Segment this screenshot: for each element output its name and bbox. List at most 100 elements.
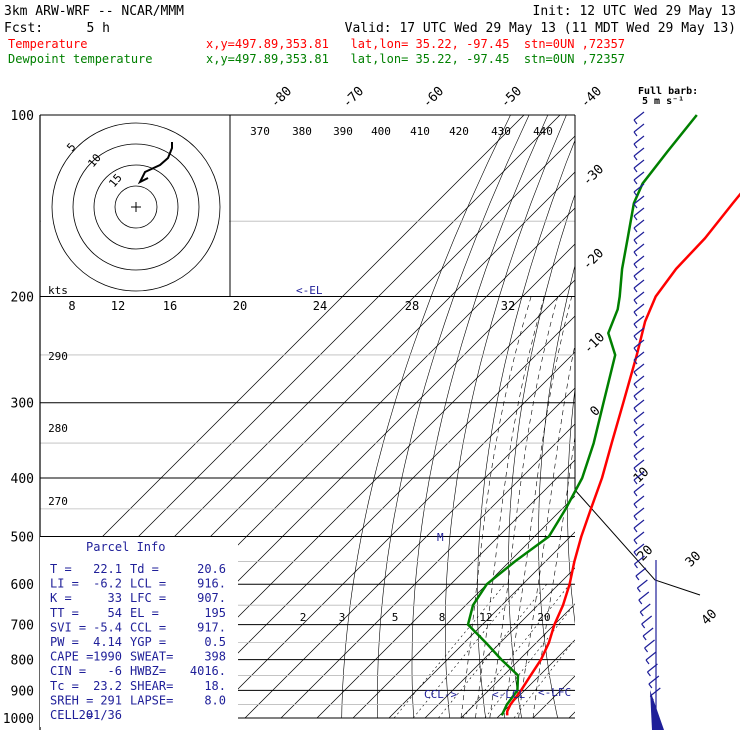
wind-barb-flag xyxy=(645,659,650,665)
wind-barbs xyxy=(633,111,664,730)
parcel-info-cell: 18. xyxy=(204,679,226,693)
parcel-info-cell: CELL = xyxy=(50,708,93,722)
isotherm-line xyxy=(244,387,575,719)
parcel-info-cell: CCL = xyxy=(130,620,166,634)
wind-barb-flag xyxy=(633,227,638,233)
m-marker: M xyxy=(437,531,444,544)
sounding-profiles xyxy=(466,114,740,716)
wind-barb-flag xyxy=(633,371,638,377)
hodograph-scale-label-16: 16 xyxy=(163,299,177,313)
model-title: 3km ARW-WRF -- NCAR/MMM xyxy=(4,4,184,19)
isotherm-line xyxy=(424,567,575,719)
parcel-info-cell: 1990 xyxy=(93,650,122,664)
parcel-info-cell: 23.2 xyxy=(93,679,122,693)
wind-barb xyxy=(633,291,645,301)
hodograph-ring xyxy=(51,122,221,292)
theta-left-label-290: 290 xyxy=(48,350,68,363)
parcel-info-cell: Tc = xyxy=(50,679,79,693)
wind-barb-flag xyxy=(633,407,638,413)
parcel-info-cell: Td = xyxy=(130,562,159,576)
theta-left-label-270: 270 xyxy=(48,495,68,508)
wind-barb xyxy=(633,231,645,241)
wind-barb-flag xyxy=(633,323,638,329)
lfc-marker: <-LFC xyxy=(538,686,571,699)
isotherm-line xyxy=(280,423,575,719)
wind-barb-flag xyxy=(633,347,638,353)
parcel-info-cell: CIN = xyxy=(50,664,86,678)
moist-adiabat-line xyxy=(475,296,545,719)
wind-barb xyxy=(633,339,645,349)
wind-barb xyxy=(633,195,645,205)
wind-barb xyxy=(633,279,645,289)
hodograph-unit: kts xyxy=(48,284,68,297)
wind-barb xyxy=(633,459,645,469)
parcel-info-cell: 54 xyxy=(108,606,122,620)
wind-barb xyxy=(633,219,645,229)
parcel-info-cell: 33 xyxy=(108,591,122,605)
wind-barb-flag xyxy=(633,311,638,317)
el-marker: <-EL xyxy=(296,284,323,297)
parcel-info-cell: 4016. xyxy=(190,664,226,678)
wind-barb-flag xyxy=(633,419,638,425)
wind-barb-flag xyxy=(633,515,638,521)
wind-barb xyxy=(633,267,645,277)
wind-barb xyxy=(633,123,645,133)
wind-barb-flag xyxy=(633,491,638,497)
wind-barb xyxy=(636,579,648,589)
parcel-info-cell: LCL = xyxy=(130,577,166,591)
wind-barb-flag xyxy=(633,251,638,257)
wind-barb-flag xyxy=(635,575,640,581)
wind-barb-flag xyxy=(633,203,638,209)
dewpoint-legend-info: x,y=497.89,353.81 lat,lon= 35.22, -97.45… xyxy=(206,52,625,66)
parcel-info-cell: 907. xyxy=(197,591,226,605)
mixing-ratio-label-20: 20 xyxy=(537,611,550,624)
hodograph-scale-label-20: 20 xyxy=(233,299,247,313)
pressure-label-700: 700 xyxy=(11,619,34,634)
parcel-info-cell: SREH = xyxy=(50,693,93,707)
wind-barb xyxy=(642,627,654,637)
parcel-info-cell: 398 xyxy=(204,650,226,664)
wind-barb-flag xyxy=(633,503,638,509)
parcel-info-cell: 0.5 xyxy=(204,635,226,649)
mixing-ratio-label-12: 12 xyxy=(479,611,492,624)
theta-label-430: 430 xyxy=(491,125,511,138)
wind-barb-flag xyxy=(633,215,638,221)
wind-barb-flag xyxy=(633,359,638,365)
wind-barb xyxy=(638,591,650,601)
wind-barb-flag xyxy=(633,455,638,461)
wind-barb-flag xyxy=(633,551,638,557)
isotherm-line xyxy=(460,603,575,719)
wind-barb-flag xyxy=(633,287,638,293)
init-time: Init: 12 UTC Wed 29 May 13 xyxy=(533,4,737,19)
wind-barb xyxy=(633,519,645,529)
pressure-label-200: 200 xyxy=(11,291,34,306)
wind-barb-flag xyxy=(633,467,638,473)
parcel-info-cell: 8.0 xyxy=(204,693,226,707)
wind-barb-flag xyxy=(633,539,638,545)
hodograph-scale-label-8: 8 xyxy=(68,299,75,313)
wind-barb xyxy=(633,183,645,193)
wind-barb xyxy=(645,651,657,661)
wind-barb xyxy=(633,327,645,337)
hodograph-trace xyxy=(137,142,173,185)
parcel-info-cell: SHEAR= xyxy=(130,679,173,693)
pressure-label-500: 500 xyxy=(11,531,34,546)
parcel-info-cell: 4.14 xyxy=(93,635,122,649)
parcel-info-cell: 20.6 xyxy=(197,562,226,576)
mixing-ratio-label-8: 8 xyxy=(439,611,446,624)
isotherm-line xyxy=(172,315,575,719)
wind-barb-flag xyxy=(633,191,638,197)
wind-barb xyxy=(633,243,645,253)
wind-barb-flag xyxy=(646,671,651,677)
wind-barb xyxy=(633,135,645,145)
parcel-info-cell: 195 xyxy=(204,606,226,620)
pressure-label-600: 600 xyxy=(11,578,34,593)
wind-barb-flag xyxy=(633,479,638,485)
wind-barb-flag xyxy=(633,431,638,437)
parcel-info-cell: T = xyxy=(50,562,72,576)
wind-barb xyxy=(641,615,653,625)
wind-barb xyxy=(633,159,645,169)
wind-barb xyxy=(633,411,645,421)
